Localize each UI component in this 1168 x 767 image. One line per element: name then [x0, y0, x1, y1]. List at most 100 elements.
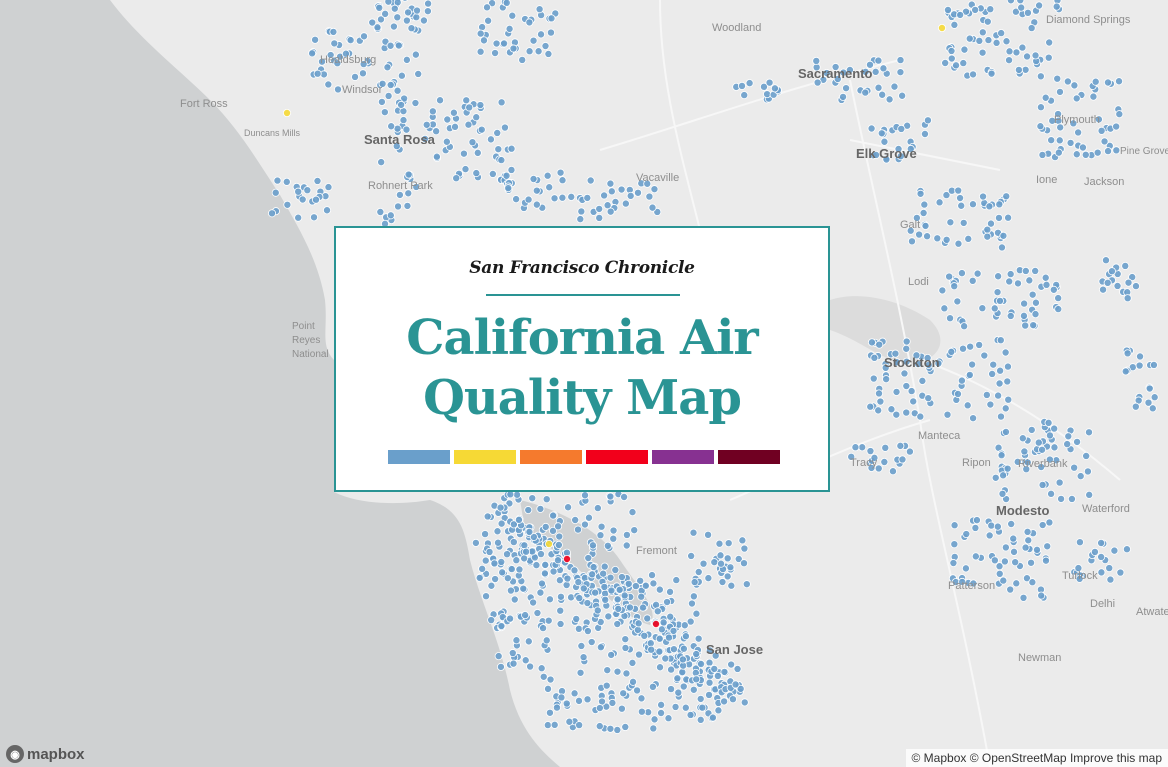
- sensor-marker[interactable]: [507, 165, 516, 174]
- sensor-marker[interactable]: [1027, 425, 1036, 434]
- sensor-marker[interactable]: [1006, 270, 1015, 279]
- sensor-marker[interactable]: [867, 338, 876, 347]
- sensor-marker[interactable]: [543, 721, 552, 730]
- sensor-marker[interactable]: [912, 213, 921, 222]
- sensor-marker[interactable]: [986, 219, 995, 228]
- sensor-marker[interactable]: [902, 382, 911, 391]
- sensor-marker[interactable]: [583, 627, 592, 636]
- sensor-marker[interactable]: [950, 540, 959, 549]
- sensor-marker[interactable]: [982, 390, 991, 399]
- sensor-marker[interactable]: [1053, 74, 1062, 83]
- sensor-marker[interactable]: [999, 576, 1008, 585]
- sensor-marker[interactable]: [1085, 490, 1094, 499]
- sensor-marker[interactable]: [1005, 47, 1014, 56]
- sensor-marker[interactable]: [477, 125, 486, 134]
- sensor-marker[interactable]: [978, 304, 987, 313]
- sensor-marker[interactable]: [294, 213, 303, 222]
- sensor-marker[interactable]: [589, 563, 598, 572]
- sensor-marker[interactable]: [643, 614, 652, 623]
- sensor-marker[interactable]: [571, 516, 580, 525]
- sensor-marker[interactable]: [497, 622, 506, 631]
- sensor-marker[interactable]: [638, 603, 647, 612]
- sensor-marker[interactable]: [508, 11, 517, 20]
- sensor-marker[interactable]: [536, 504, 545, 513]
- sensor-marker[interactable]: [475, 573, 484, 582]
- sensor-marker[interactable]: [694, 634, 703, 643]
- sensor-marker[interactable]: [1070, 81, 1079, 90]
- sensor-marker[interactable]: [998, 489, 1007, 498]
- sensor-marker[interactable]: [620, 493, 629, 502]
- sensor-marker[interactable]: [1074, 564, 1083, 573]
- sensor-marker[interactable]: [1072, 94, 1081, 103]
- sensor-marker[interactable]: [648, 203, 657, 212]
- sensor-marker[interactable]: [533, 609, 542, 618]
- sensor-marker[interactable]: [1104, 147, 1113, 156]
- sensor-marker[interactable]: [1054, 305, 1063, 314]
- sensor-marker[interactable]: [1038, 480, 1047, 489]
- sensor-marker[interactable]: [464, 120, 473, 129]
- sensor-marker[interactable]: [386, 41, 395, 50]
- sensor-marker[interactable]: [924, 394, 933, 403]
- sensor-marker[interactable]: [996, 366, 1005, 375]
- sensor-marker[interactable]: [896, 56, 905, 65]
- sensor-marker[interactable]: [980, 351, 989, 360]
- sensor-marker[interactable]: [1106, 575, 1115, 584]
- sensor-marker[interactable]: [689, 685, 698, 694]
- sensor-marker[interactable]: [546, 28, 555, 37]
- sensor-marker[interactable]: [715, 539, 724, 548]
- sensor-marker[interactable]: [649, 724, 658, 733]
- sensor-marker[interactable]: [999, 471, 1008, 480]
- sensor-marker[interactable]: [878, 90, 887, 99]
- sensor-marker[interactable]: [692, 650, 701, 659]
- sensor-marker[interactable]: [412, 182, 421, 191]
- sensor-marker[interactable]: [507, 565, 516, 574]
- sensor-marker[interactable]: [1035, 1, 1044, 10]
- sensor-marker[interactable]: [608, 698, 617, 707]
- sensor-marker[interactable]: [1057, 494, 1066, 503]
- sensor-marker[interactable]: [871, 67, 880, 76]
- sensor-marker[interactable]: [570, 689, 579, 698]
- sensor-marker[interactable]: [341, 49, 350, 58]
- sensor-marker[interactable]: [472, 113, 481, 122]
- sensor-marker[interactable]: [679, 682, 688, 691]
- sensor-marker[interactable]: [705, 678, 714, 687]
- sensor-marker[interactable]: [900, 369, 909, 378]
- sensor-marker[interactable]: [1099, 285, 1108, 294]
- sensor-marker[interactable]: [537, 550, 546, 559]
- sensor-marker[interactable]: [959, 344, 968, 353]
- sensor-marker[interactable]: [628, 658, 637, 667]
- sensor-marker[interactable]: [1123, 349, 1132, 358]
- sensor-marker[interactable]: [507, 144, 516, 153]
- sensor-marker[interactable]: [602, 681, 611, 690]
- sensor-marker[interactable]: [986, 5, 995, 14]
- sensor-marker[interactable]: [1018, 434, 1027, 443]
- sensor-marker[interactable]: [770, 84, 779, 93]
- sensor-marker[interactable]: [979, 192, 988, 201]
- sensor-marker[interactable]: [509, 44, 518, 53]
- sensor-marker[interactable]: [861, 88, 870, 97]
- sensor-marker[interactable]: [1070, 463, 1079, 472]
- sensor-marker[interactable]: [459, 149, 468, 158]
- sensor-marker[interactable]: [545, 540, 554, 549]
- sensor-marker[interactable]: [404, 170, 413, 179]
- sensor-marker[interactable]: [634, 650, 643, 659]
- sensor-marker[interactable]: [401, 0, 409, 2]
- sensor-marker[interactable]: [376, 208, 385, 217]
- sensor-marker[interactable]: [995, 296, 1004, 305]
- sensor-marker[interactable]: [1014, 65, 1023, 74]
- sensor-marker[interactable]: [549, 567, 558, 576]
- sensor-marker[interactable]: [358, 69, 367, 78]
- sensor-marker[interactable]: [648, 682, 657, 691]
- sensor-marker[interactable]: [1027, 24, 1036, 33]
- sensor-marker[interactable]: [522, 547, 531, 556]
- sensor-marker[interactable]: [525, 18, 534, 27]
- sensor-marker[interactable]: [865, 60, 874, 69]
- sensor-marker[interactable]: [534, 47, 543, 56]
- sensor-marker[interactable]: [424, 0, 433, 8]
- sensor-marker[interactable]: [892, 387, 901, 396]
- sensor-marker[interactable]: [384, 0, 393, 6]
- sensor-marker[interactable]: [497, 519, 506, 528]
- sensor-marker[interactable]: [1121, 261, 1130, 270]
- sensor-marker[interactable]: [402, 16, 411, 25]
- sensor-marker[interactable]: [579, 584, 588, 593]
